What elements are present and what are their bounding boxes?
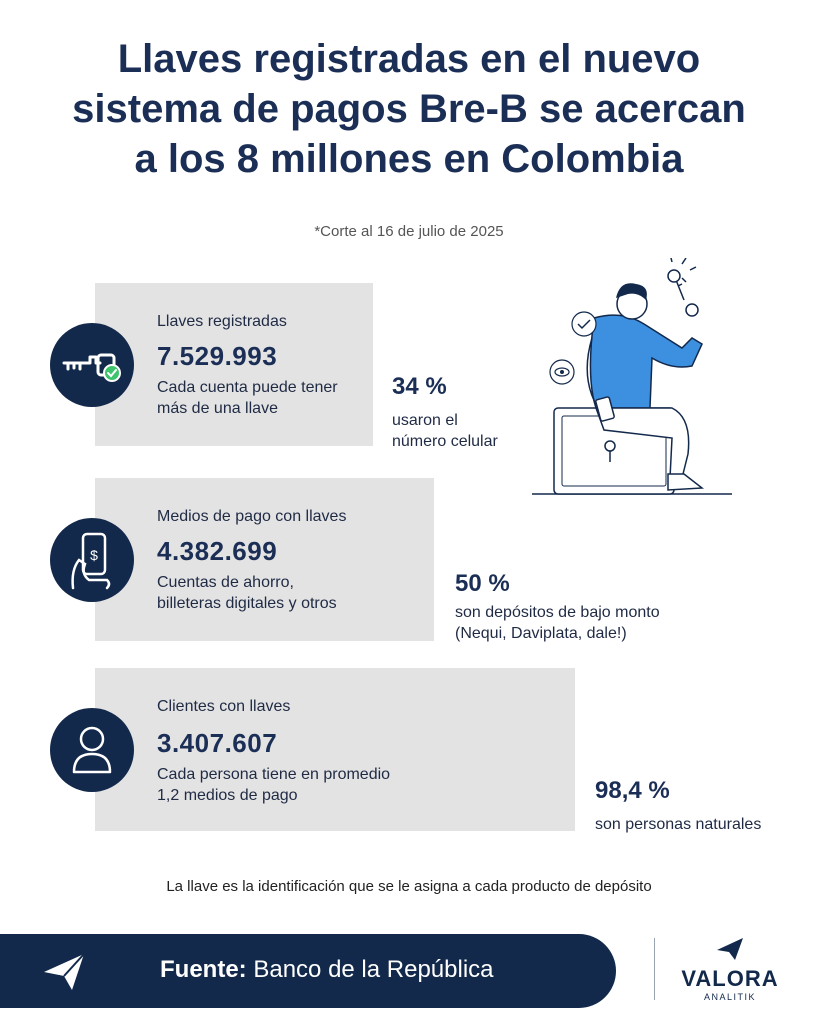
stat-description: son depósitos de bajo monto (Nequi, Davi…: [455, 602, 660, 644]
page-title: Llaves registradas en el nuevo sistema d…: [0, 34, 818, 184]
stat-description: son personas naturales: [595, 814, 761, 835]
source-label: Fuente:: [160, 956, 247, 983]
card-label: Llaves registradas: [157, 313, 287, 330]
stat-percentage: 98,4 %: [595, 777, 670, 804]
stat-description: usaron el número celular: [392, 410, 498, 452]
card-registered-keys: Llaves registradas 7.529.993 Cada cuenta…: [95, 283, 373, 446]
brand-name: VALORA: [681, 966, 779, 991]
card-clients: Clientes con llaves 3.407.607 Cada perso…: [95, 668, 575, 831]
card-description-line: Cada persona tiene en promedio: [157, 766, 391, 783]
person-with-key-illustration: [532, 258, 732, 495]
card-label: Medios de pago con llaves: [157, 508, 347, 525]
svg-text:$: $: [90, 547, 98, 563]
source-value: Banco de la República: [253, 956, 494, 983]
footer-divider: [654, 938, 655, 1000]
title-line-2: sistema de pagos Bre-B se acercan: [72, 87, 746, 131]
stat-description-line: son depósitos de bajo monto: [455, 604, 660, 621]
phone-payment-icon: $: [71, 532, 111, 590]
card-description: Cuentas de ahorro, billeteras digitales …: [157, 572, 337, 614]
card-payment-methods: Medios de pago con llaves 4.382.699 Cuen…: [95, 478, 434, 641]
stat-description-line: usaron el: [392, 412, 458, 429]
footer-source-bar: Fuente: Banco de la República: [0, 934, 616, 1008]
key-icon-circle: [50, 323, 134, 407]
paper-plane-icon: [44, 953, 85, 990]
key-icon: [62, 353, 121, 382]
source-text: Fuente: Banco de la República: [160, 956, 494, 984]
stat-percentage: 50 %: [455, 570, 510, 597]
card-label: Clientes con llaves: [157, 698, 291, 715]
title-line-1: Llaves registradas en el nuevo: [117, 37, 701, 81]
card-description: Cada cuenta puede tener más de una llave: [157, 377, 338, 419]
card-description: Cada persona tiene en promedio 1,2 medio…: [157, 764, 390, 806]
card-description-line: Cada cuenta puede tener: [157, 379, 338, 396]
phone-payment-icon-circle: $: [50, 518, 134, 602]
footnote: La llave es la identificación que se le …: [166, 878, 652, 895]
card-description-line: Cuentas de ahorro,: [157, 574, 294, 591]
card-value: 3.407.607: [157, 728, 278, 758]
cutoff-date-note: *Corte al 16 de julio de 2025: [314, 223, 504, 240]
card-description-line: 1,2 medios de pago: [157, 787, 298, 804]
brand-subtitle: ANALITIK: [703, 992, 756, 1002]
stat-description-line: número celular: [392, 433, 498, 450]
card-description-line: más de una llave: [157, 400, 278, 417]
card-description-line: billeteras digitales y otros: [157, 595, 337, 612]
card-value: 4.382.699: [157, 536, 278, 566]
person-icon-circle: [50, 708, 134, 792]
valora-logo-icon: [717, 938, 743, 960]
card-value: 7.529.993: [157, 341, 278, 371]
person-icon: [72, 726, 112, 774]
title-line-3: a los 8 millones en Colombia: [134, 137, 684, 181]
stat-description-line: son personas naturales: [595, 816, 762, 833]
stat-percentage: 34 %: [392, 373, 447, 400]
stat-description-line: (Nequi, Daviplata, dale!): [455, 625, 627, 642]
